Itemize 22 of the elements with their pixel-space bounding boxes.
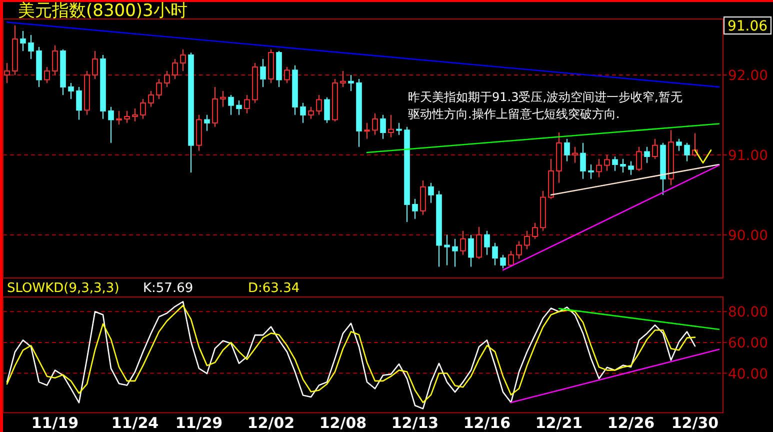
text: D:63.34 <box>248 281 300 296</box>
x-tick-label: 12/02 <box>247 414 295 432</box>
x-tick-label: 12/30 <box>671 414 719 432</box>
y-tick-label: 80.00 <box>728 304 768 321</box>
x-tick-label: 12/21 <box>535 414 583 432</box>
text: 91.06 <box>727 18 768 34</box>
y-tick-label: 91.00 <box>728 148 768 164</box>
chart-title: 美元指数(8300)3小时 <box>18 1 188 21</box>
annotation: 昨天美指如期于91.3受压,波动空间进一步收窄,暂无驱动性方向.操作上留意七短线突破方向. <box>408 90 682 121</box>
x-tick-label: 12/26 <box>607 414 655 432</box>
y-tick-label: 60.00 <box>728 335 768 352</box>
chart-title: SLOWKD(9,3,3,3) <box>7 281 120 296</box>
y-tick-label: 90.00 <box>728 228 768 244</box>
x-tick-label: 11/19 <box>31 414 79 432</box>
y-tick-label: 40.00 <box>728 366 768 382</box>
x-tick-label: 11/24 <box>111 414 159 432</box>
x-tick-label: 12/13 <box>391 414 439 432</box>
x-tick-label: 12/08 <box>319 414 367 432</box>
y-tick-label: 92.00 <box>728 68 768 84</box>
series-label: K:57.69 <box>143 281 194 296</box>
x-tick-label: 12/16 <box>463 414 511 432</box>
x-tick-label: 11/29 <box>175 414 223 432</box>
